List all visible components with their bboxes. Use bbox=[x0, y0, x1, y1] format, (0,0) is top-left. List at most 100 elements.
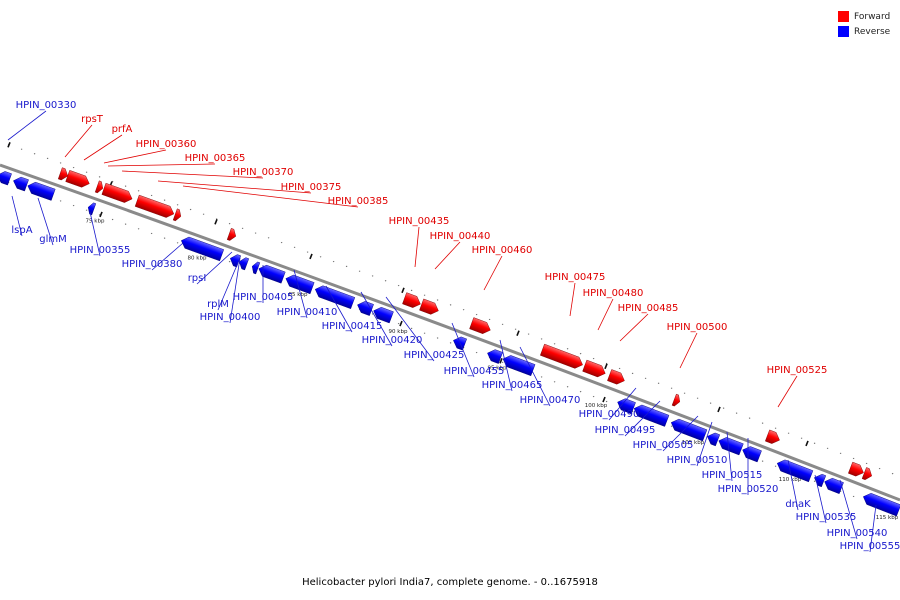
leader-line bbox=[37, 197, 54, 246]
legend: Forward Reverse bbox=[838, 9, 890, 39]
gene-layer bbox=[0, 167, 900, 517]
leader-line bbox=[569, 282, 576, 317]
minor-tick bbox=[566, 348, 569, 350]
leader-line bbox=[679, 332, 698, 369]
gene-label-hpin-00525: HPIN_00525 bbox=[767, 365, 828, 376]
gene-label-hpin-00495: HPIN_00495 bbox=[595, 425, 656, 436]
minor-tick bbox=[722, 407, 725, 409]
leader-line bbox=[619, 313, 649, 342]
leader-line bbox=[7, 110, 47, 141]
minor-tick bbox=[228, 260, 231, 263]
leader-line bbox=[869, 504, 877, 553]
minor-tick bbox=[20, 148, 23, 150]
legend-reverse-label: Reverse bbox=[854, 26, 891, 37]
leader-line bbox=[483, 255, 503, 291]
major-tick bbox=[499, 357, 503, 364]
gene-label-hpin-00355: HPIN_00355 bbox=[70, 245, 131, 256]
minor-tick bbox=[371, 313, 374, 315]
reverse-gene-arrow bbox=[718, 437, 744, 456]
gene-label-hpin-00435: HPIN_00435 bbox=[389, 216, 450, 227]
minor-tick bbox=[592, 395, 595, 398]
minor-tick bbox=[527, 333, 530, 335]
minor-tick bbox=[436, 299, 439, 301]
minor-tick bbox=[241, 227, 244, 230]
gene-label-hpin-00465: HPIN_00465 bbox=[482, 380, 543, 391]
forward-gene-arrow bbox=[101, 182, 133, 203]
leader-line bbox=[89, 211, 101, 257]
leader-line bbox=[83, 134, 123, 161]
minor-tick bbox=[397, 322, 400, 325]
leader-line bbox=[451, 322, 475, 378]
gene-label-hpin-00370: HPIN_00370 bbox=[233, 167, 294, 178]
minor-tick bbox=[384, 280, 387, 282]
gene-label-hpin-00405: HPIN_00405 bbox=[233, 292, 294, 303]
minor-tick bbox=[800, 437, 803, 439]
gene-label-hpin-00455: HPIN_00455 bbox=[444, 366, 505, 377]
forward-gene-arrow bbox=[469, 317, 491, 334]
reverse-gene-arrow bbox=[863, 493, 900, 517]
minor-tick bbox=[748, 417, 751, 419]
reverse-gene-arrow bbox=[707, 432, 721, 447]
gene-label-glmm: glmM bbox=[39, 234, 67, 245]
minor-tick bbox=[137, 228, 140, 230]
minor-tick bbox=[644, 377, 647, 380]
genome-caption: Helicobacter pylori India7, complete gen… bbox=[302, 577, 598, 588]
forward-gene-arrow bbox=[57, 167, 69, 181]
minor-tick bbox=[189, 208, 192, 211]
minor-tick bbox=[774, 465, 777, 467]
reverse-gene-arrow bbox=[258, 264, 286, 284]
gene-label-prfa: prfA bbox=[112, 124, 133, 135]
reverse-gene-arrow bbox=[814, 473, 827, 488]
leader-line bbox=[414, 226, 420, 268]
minor-tick bbox=[124, 185, 127, 187]
minor-tick bbox=[501, 361, 504, 363]
minor-tick bbox=[514, 328, 517, 330]
minor-tick bbox=[540, 338, 543, 340]
leader-line bbox=[151, 242, 184, 271]
forward-gene-arrow bbox=[582, 359, 606, 378]
gene-label-hpin-00460: HPIN_00460 bbox=[472, 245, 533, 256]
minor-tick bbox=[540, 376, 543, 378]
reverse-gene-arrow bbox=[13, 176, 29, 192]
gene-label-hpin-00375: HPIN_00375 bbox=[281, 182, 342, 193]
gene-label-rpst: rpsT bbox=[81, 114, 104, 125]
reverse-gene-arrow bbox=[230, 254, 242, 268]
gene-label-hpin-00410: HPIN_00410 bbox=[277, 307, 338, 318]
major-tick bbox=[717, 406, 721, 413]
minor-tick bbox=[98, 176, 101, 178]
gene-label-hpin-00510: HPIN_00510 bbox=[667, 455, 728, 466]
major-tick bbox=[7, 142, 11, 148]
scale-label-layer: 75 kbp 80 kbp 85 kbp 90 kbp 95 kbp 100 kbp 105… bbox=[86, 219, 899, 521]
leader-line bbox=[787, 459, 799, 511]
minor-tick bbox=[631, 372, 634, 375]
leader-line bbox=[11, 195, 23, 237]
minor-tick bbox=[176, 242, 179, 244]
leader-line bbox=[157, 180, 312, 194]
reverse-gene-arrow bbox=[27, 181, 56, 201]
leader-line bbox=[196, 251, 233, 285]
major-tick bbox=[309, 253, 313, 260]
minor-tick bbox=[709, 402, 712, 404]
minor-tick bbox=[423, 294, 426, 296]
minor-tick bbox=[449, 342, 452, 344]
major-tick bbox=[399, 320, 403, 327]
minor-tick bbox=[59, 162, 62, 164]
leader-line bbox=[293, 269, 308, 319]
minor-tick bbox=[280, 241, 283, 244]
minor-tick bbox=[423, 332, 426, 334]
minor-tick bbox=[293, 246, 296, 249]
minor-tick bbox=[306, 251, 309, 253]
leader-line bbox=[726, 431, 733, 482]
scale-label: 95 kbp bbox=[488, 366, 507, 372]
minor-tick bbox=[59, 200, 62, 202]
leader-line bbox=[325, 285, 353, 333]
minor-tick bbox=[202, 213, 205, 215]
gene-label-hpin-00485: HPIN_00485 bbox=[618, 303, 679, 314]
leader-layer bbox=[7, 110, 877, 553]
leader-line bbox=[434, 241, 461, 270]
leader-line bbox=[103, 149, 167, 164]
scale-label: 75 kbp bbox=[86, 219, 105, 225]
reverse-gene-arrow bbox=[87, 202, 97, 216]
scale-label: 85 kbp bbox=[289, 292, 308, 298]
